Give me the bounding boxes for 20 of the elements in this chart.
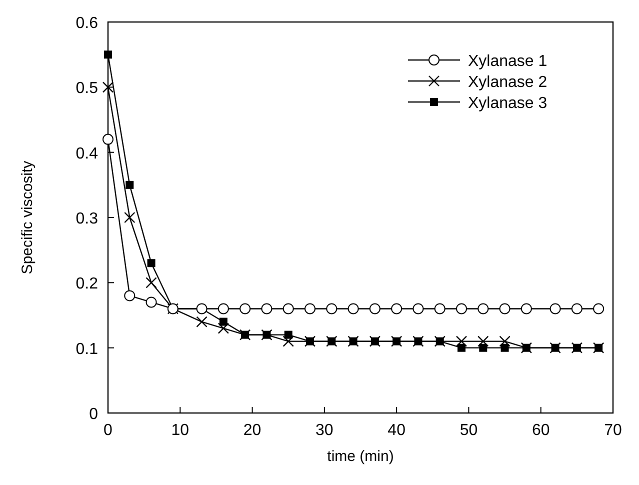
y-tick-label: 0.6 [76, 15, 98, 32]
legend-label: Xylanase 1 [468, 53, 548, 70]
x-tick-label: 70 [604, 422, 622, 439]
x-tick-label: 60 [532, 422, 550, 439]
x-tick-label: 10 [171, 422, 190, 439]
x-tick-label: 0 [104, 422, 113, 439]
y-tick-label: 0.1 [76, 340, 98, 358]
x-tick-label: 40 [388, 422, 406, 439]
y-tick-label: 0.5 [76, 80, 98, 98]
y-tick-label: 0 [89, 406, 98, 423]
y-axis-title: Specific viscosity [19, 160, 36, 274]
x-axis-title: time (min) [327, 448, 394, 465]
x-tick-label: 50 [460, 422, 478, 439]
y-tick-label: 0.4 [76, 145, 98, 162]
legend-label: Xylanase 3 [468, 95, 548, 112]
legend-label: Xylanase 2 [468, 74, 548, 91]
x-tick-label: 30 [316, 422, 334, 439]
y-tick-label: 0.2 [76, 276, 98, 293]
y-tick-label: 0.3 [76, 210, 98, 228]
x-tick-label: 20 [243, 422, 262, 439]
